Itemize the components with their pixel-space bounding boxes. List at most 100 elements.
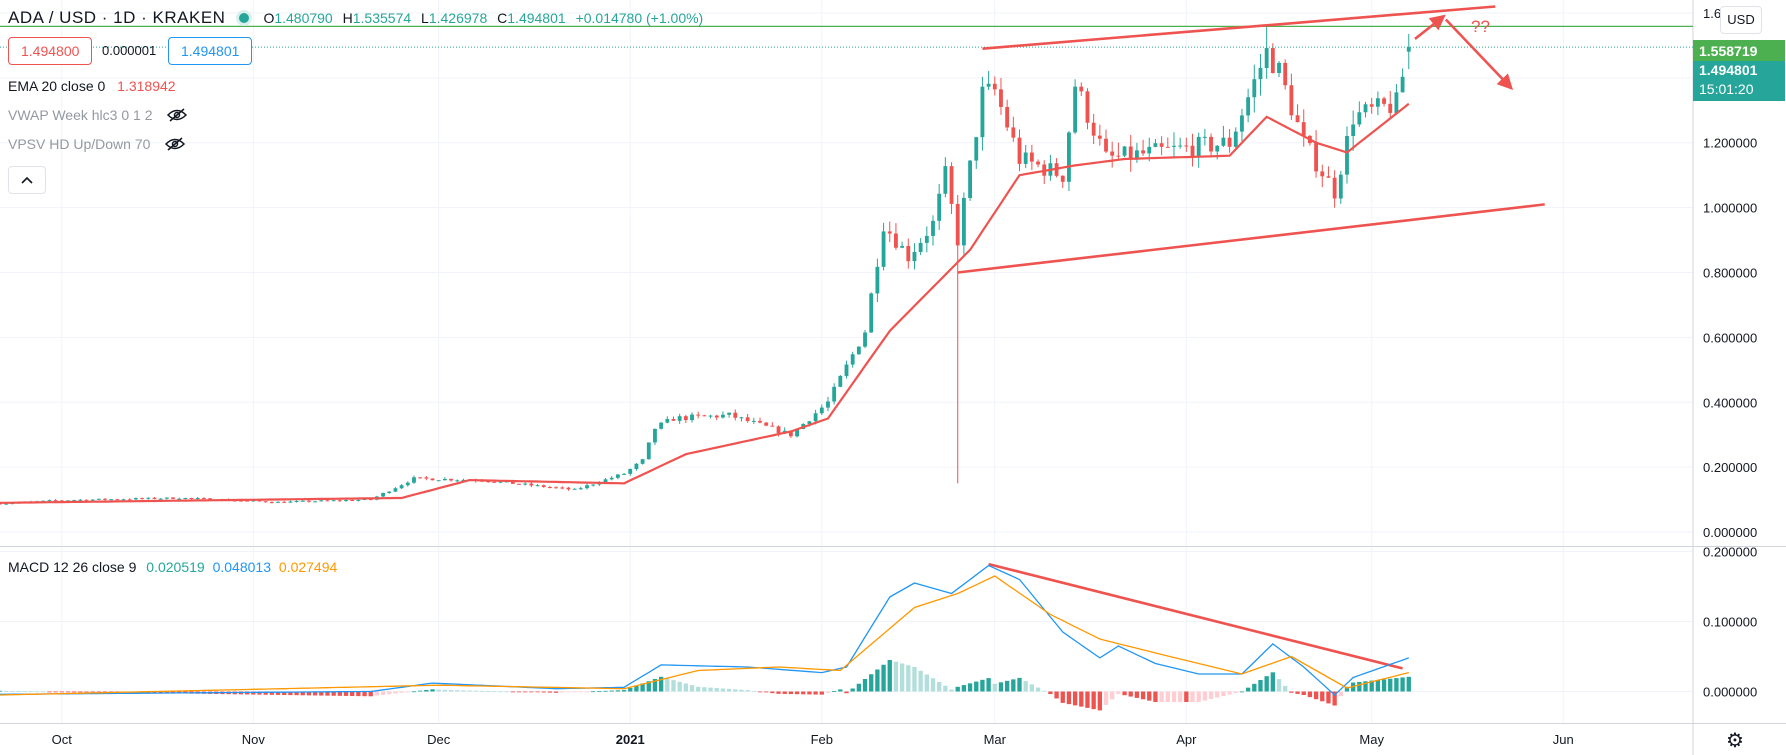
candle-body <box>949 166 954 204</box>
macd-axis-tick-label: 0.000000 <box>1703 685 1757 700</box>
macd-histogram-bar <box>992 683 997 692</box>
macd-histogram-bar <box>1122 691 1127 696</box>
currency-button[interactable]: USD <box>1720 6 1762 34</box>
candle-body <box>1079 86 1084 92</box>
candle-body <box>906 245 911 262</box>
macd-legend[interactable]: MACD 12 26 close 9 0.020519 0.048013 0.0… <box>8 559 337 575</box>
candle-body <box>1209 136 1213 152</box>
x-axis-tick-label: Dec <box>427 732 451 747</box>
candle-body <box>1097 135 1102 139</box>
macd-histogram-bar <box>1091 691 1096 710</box>
candle-body <box>368 498 373 500</box>
candle-body <box>276 501 280 503</box>
candle-body <box>900 245 905 248</box>
candle-body <box>696 414 701 416</box>
macd-histogram-bar <box>1208 691 1214 699</box>
candle-body <box>1134 150 1139 160</box>
chevron-up-icon[interactable] <box>8 166 46 194</box>
macd-histogram-bar <box>399 691 404 693</box>
candle-body <box>1240 115 1244 132</box>
macd-histogram-bar <box>757 691 763 693</box>
candle-body <box>1215 145 1220 152</box>
macd-histogram-bar <box>84 691 89 693</box>
candle-body <box>918 242 923 253</box>
candle-body <box>171 497 175 499</box>
macd-histogram-bar <box>1381 679 1387 692</box>
candle-body <box>566 487 571 490</box>
macd-histogram-bar <box>436 689 441 692</box>
eye-off-icon[interactable] <box>166 108 188 125</box>
last-price-value: 1.494801 <box>1699 62 1758 78</box>
indicator-vwap[interactable]: VWAP Week hlc3 0 1 2 <box>8 107 188 125</box>
macd-signal-line <box>0 575 1409 696</box>
buy-price-button[interactable]: 1.494801 <box>168 37 253 65</box>
macd-histogram-bar <box>356 691 361 697</box>
candle-body <box>634 463 639 470</box>
candle-body <box>924 235 929 243</box>
candle-body <box>307 500 311 502</box>
eye-off-icon[interactable] <box>164 137 186 154</box>
candle-body <box>1394 92 1399 113</box>
sell-price-button[interactable]: 1.494800 <box>8 37 93 65</box>
gear-icon[interactable]: ⚙ <box>1726 730 1744 752</box>
candle-body <box>912 252 917 262</box>
macd-histogram-bar <box>899 663 905 692</box>
candle-body <box>1196 136 1201 158</box>
candle-body <box>1116 155 1121 157</box>
candle-body <box>177 498 182 500</box>
candle-body <box>412 477 416 483</box>
macd-histogram-bar <box>683 683 689 692</box>
candle-body <box>257 500 262 502</box>
candle-body <box>1023 152 1028 164</box>
macd-histogram-bar <box>1227 691 1232 695</box>
candle-body <box>968 160 972 198</box>
macd-histogram-bar <box>461 690 466 692</box>
candle-body <box>653 428 657 443</box>
indicator-ema[interactable]: EMA 20 close 0 1.318942 <box>8 78 176 94</box>
macd-histogram-bar <box>1196 691 1201 702</box>
candle-body <box>1382 98 1386 104</box>
bar-countdown: 15:01:20 <box>1699 81 1754 97</box>
macd-histogram-bar <box>980 679 985 692</box>
candle-body <box>1375 98 1380 107</box>
macd-histogram-bar <box>41 691 46 693</box>
candle-body <box>263 501 268 503</box>
macd-histogram-bar <box>751 690 756 692</box>
macd-histogram-bar <box>1276 679 1282 692</box>
macd-histogram-bar <box>1190 691 1195 702</box>
symbol-title[interactable]: ADA / USD · 1D · KRAKEN <box>8 8 226 27</box>
candle-body <box>758 420 762 423</box>
macd-histogram-bar <box>1307 691 1313 698</box>
candle-body <box>1400 76 1405 93</box>
macd-histogram-bar <box>498 691 503 693</box>
candle-body <box>282 501 287 503</box>
macd-histogram-bar <box>65 691 71 693</box>
macd-histogram-bar <box>572 691 577 693</box>
macd-histogram-bar <box>794 691 800 695</box>
upper-trendline <box>982 5 1496 50</box>
arrow-down <box>1444 18 1514 90</box>
candle-body <box>1221 137 1226 146</box>
candle-body <box>1289 85 1294 116</box>
macd-axis-tick-label: 0.100000 <box>1703 615 1757 630</box>
candle-body <box>721 414 725 418</box>
macd-histogram-bar <box>430 689 435 692</box>
candle-body <box>572 488 577 490</box>
candle-body <box>745 417 750 422</box>
indicator-ema-value: 1.318942 <box>117 78 176 94</box>
candle-body <box>683 416 688 421</box>
macd-histogram-bar <box>831 691 837 692</box>
macd-histogram-bar <box>782 691 787 694</box>
candle-body <box>739 417 744 419</box>
x-axis-tick-label: Feb <box>811 732 833 747</box>
candle-body <box>931 220 935 236</box>
macd-histogram-bar <box>578 691 583 693</box>
candle-body <box>127 499 132 501</box>
macd-histogram-bar <box>535 691 540 693</box>
candle-body <box>449 478 453 481</box>
macd-histogram-bar <box>28 691 34 693</box>
ema-20-line <box>0 102 1410 504</box>
indicator-vpsv[interactable]: VPSV HD Up/Down 70 <box>8 136 186 154</box>
price-tag-high-line: 1.558719 <box>1693 40 1785 62</box>
